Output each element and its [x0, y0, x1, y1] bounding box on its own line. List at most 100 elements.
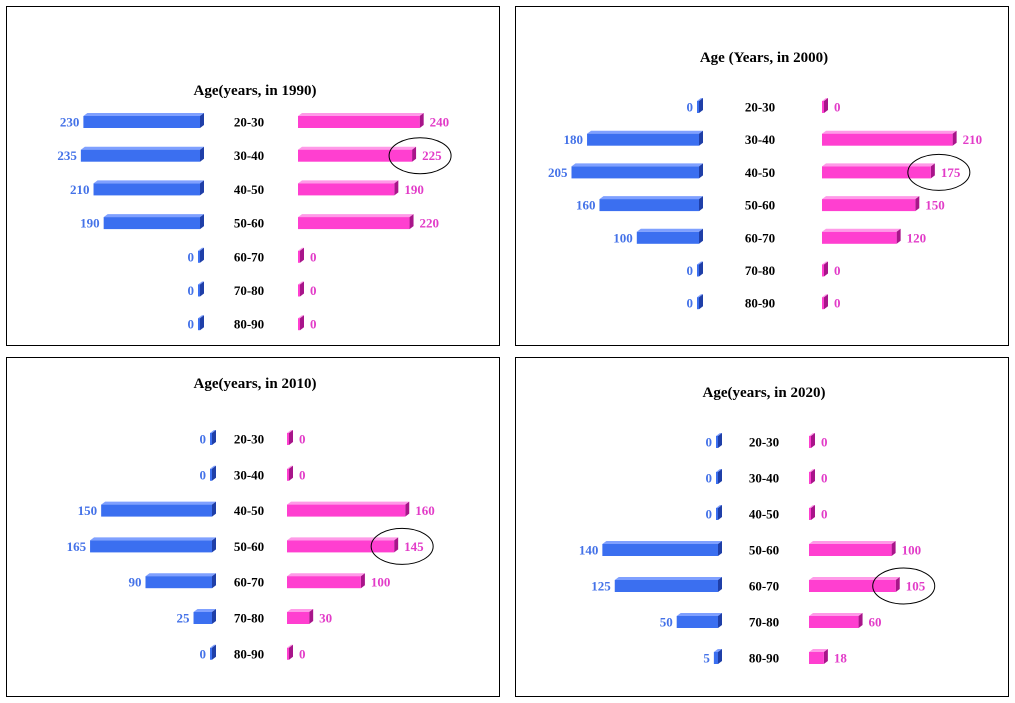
value-label-left: 140 [579, 543, 599, 558]
value-label-right: 30 [319, 611, 332, 626]
value-label-right: 100 [371, 575, 391, 590]
bar-left [90, 537, 216, 553]
bar-right [822, 196, 920, 212]
chart-2010: Age(years, in 2010) 20-30 0 0 30-40 0 0 40-50 15… [67, 376, 435, 661]
bar-right [822, 130, 957, 146]
value-label-left: 160 [576, 198, 596, 213]
category-label: 80-90 [745, 296, 775, 311]
bar-right [287, 465, 293, 481]
category-label: 60-70 [234, 249, 264, 264]
value-label-left: 180 [564, 132, 584, 147]
category-label: 70-80 [234, 283, 264, 298]
chart-2000: Age (Years, in 2000) 20-30 0 0 30-40 180 210 40… [548, 50, 983, 311]
category-label: 20-30 [745, 100, 775, 115]
chart-1990: Age(years, in 1990) 20-30 230 240 30-40 235 22… [57, 83, 452, 332]
bar-left [193, 609, 216, 624]
bar-right [298, 247, 304, 263]
value-label-right: 240 [430, 115, 450, 130]
chart-panel-2020: Age(years, in 2020) 20-30 0 0 30-40 0 0 40-50 0 0… [515, 357, 1009, 697]
bar-right [298, 113, 424, 128]
category-label: 50-60 [745, 198, 775, 213]
bar-left [716, 469, 722, 484]
value-label-left: 125 [591, 579, 611, 594]
bar-right [809, 541, 896, 556]
value-label-right: 0 [821, 471, 828, 486]
category-label: 70-80 [234, 611, 264, 626]
value-label-left: 0 [188, 283, 195, 298]
bar-right [298, 281, 304, 297]
value-label-left: 0 [188, 317, 195, 332]
bar-left [210, 644, 216, 660]
value-label-left: 0 [687, 296, 694, 311]
category-label: 50-60 [234, 216, 264, 231]
bar-right [287, 430, 293, 445]
bar-left [101, 501, 216, 517]
category-label: 50-60 [749, 543, 779, 558]
value-label-right: 0 [299, 432, 306, 447]
value-label-right: 0 [310, 249, 317, 264]
value-label-left: 230 [60, 115, 80, 130]
value-label-left: 0 [706, 471, 713, 486]
bar-left [697, 261, 703, 277]
value-label-right: 0 [310, 317, 317, 332]
value-label-right: 120 [907, 230, 927, 245]
bar-left [697, 98, 703, 113]
category-label: 70-80 [745, 263, 775, 278]
bar-left [93, 180, 204, 196]
value-label-left: 0 [200, 646, 207, 661]
value-label-left: 210 [70, 182, 90, 197]
bar-left [571, 163, 703, 179]
value-label-left: 90 [128, 575, 141, 590]
value-label-left: 0 [188, 249, 195, 264]
highlight-ellipse [388, 137, 452, 175]
value-label-left: 100 [613, 230, 633, 245]
bar-right [822, 294, 828, 310]
bar-right [822, 261, 828, 277]
category-label: 80-90 [234, 317, 264, 332]
value-label-right: 100 [902, 543, 922, 558]
bar-right [287, 573, 365, 589]
bar-right [298, 315, 304, 331]
value-label-left: 0 [200, 467, 207, 482]
bar-left [614, 577, 722, 592]
chart-title: Age(years, in 2020) [703, 385, 826, 401]
category-label: 60-70 [234, 575, 264, 590]
bar-left [587, 130, 703, 146]
value-label-right: 0 [299, 646, 306, 661]
category-label: 80-90 [749, 651, 779, 666]
bar-right [809, 577, 900, 592]
value-label-left: 25 [177, 611, 191, 626]
value-label-left: 190 [80, 216, 100, 231]
value-label-right: 105 [906, 579, 926, 594]
bar-right [822, 228, 901, 244]
bar-right [287, 609, 314, 624]
value-label-right: 0 [299, 467, 306, 482]
value-label-right: 0 [834, 263, 841, 278]
category-label: 60-70 [745, 230, 775, 245]
bar-right [822, 98, 828, 113]
chart-panel-2000: Age (Years, in 2000) 20-30 0 0 30-40 180 210 40… [515, 6, 1009, 346]
value-label-left: 5 [703, 651, 710, 666]
bar-left [716, 505, 722, 520]
bar-right [298, 180, 399, 196]
bar-left [676, 613, 722, 628]
bar-left [210, 430, 216, 445]
value-label-right: 60 [869, 615, 882, 630]
value-label-right: 175 [941, 165, 961, 180]
chart-title: Age (Years, in 2000) [700, 50, 828, 66]
bar-right [809, 433, 815, 448]
chart-2020: Age(years, in 2020) 20-30 0 0 30-40 0 0 40-50 0 0… [579, 385, 936, 666]
bar-left [83, 113, 204, 128]
category-label: 20-30 [234, 432, 264, 447]
bar-left [210, 465, 216, 481]
value-label-right: 145 [404, 539, 424, 554]
value-label-left: 0 [706, 435, 713, 450]
chart-title: Age(years, in 1990) [194, 83, 317, 99]
value-label-left: 205 [548, 165, 568, 180]
value-label-right: 0 [310, 283, 317, 298]
bar-left [599, 196, 703, 212]
highlight-ellipse [872, 567, 936, 605]
value-label-right: 210 [963, 132, 983, 147]
bar-left [697, 294, 703, 310]
value-label-right: 225 [422, 148, 442, 163]
